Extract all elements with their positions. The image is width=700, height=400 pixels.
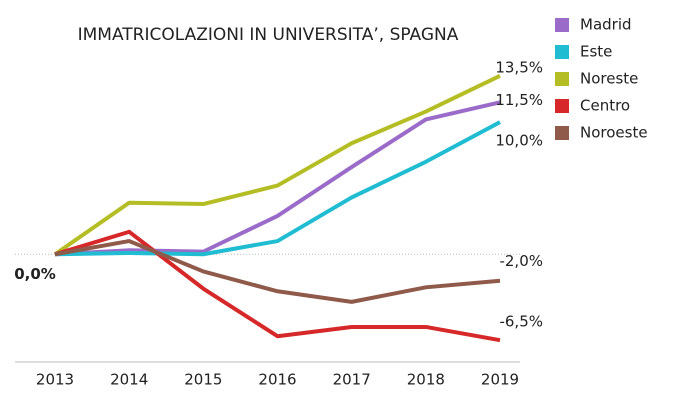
legend-label: Noreste bbox=[580, 70, 638, 88]
line-series bbox=[54, 120, 501, 257]
value-label: 10,0% bbox=[495, 132, 543, 150]
chart-title: IMMATRICOLAZIONI IN UNIVERSITA’, SPAGNA bbox=[78, 25, 459, 45]
x-tick-label: 2017 bbox=[333, 371, 371, 389]
x-tick-label: 2015 bbox=[184, 371, 222, 389]
legend-swatch bbox=[555, 126, 569, 140]
value-label: 0,0% bbox=[14, 265, 56, 283]
line-series bbox=[54, 229, 501, 343]
legend-swatch bbox=[555, 45, 569, 59]
legend-label: Noroeste bbox=[580, 124, 648, 142]
value-label: -6,5% bbox=[499, 313, 543, 331]
legend-label: Centro bbox=[580, 97, 630, 115]
value-label: 11,5% bbox=[495, 91, 543, 109]
legend-swatch bbox=[555, 18, 569, 32]
value-label: -2,0% bbox=[499, 252, 543, 270]
legend-swatch bbox=[555, 72, 569, 86]
line-series bbox=[54, 239, 501, 304]
x-tick-label: 2019 bbox=[481, 371, 519, 389]
line-series bbox=[53, 74, 501, 256]
line-series bbox=[54, 100, 501, 257]
legend-label: Madrid bbox=[580, 16, 632, 34]
x-tick-label: 2014 bbox=[110, 371, 148, 389]
value-label: 13,5% bbox=[495, 58, 543, 76]
x-tick-label: 2018 bbox=[407, 371, 445, 389]
legend-swatch bbox=[555, 99, 569, 113]
x-tick-label: 2016 bbox=[258, 371, 296, 389]
x-tick-label: 2013 bbox=[36, 371, 74, 389]
legend-label: Este bbox=[580, 43, 612, 61]
